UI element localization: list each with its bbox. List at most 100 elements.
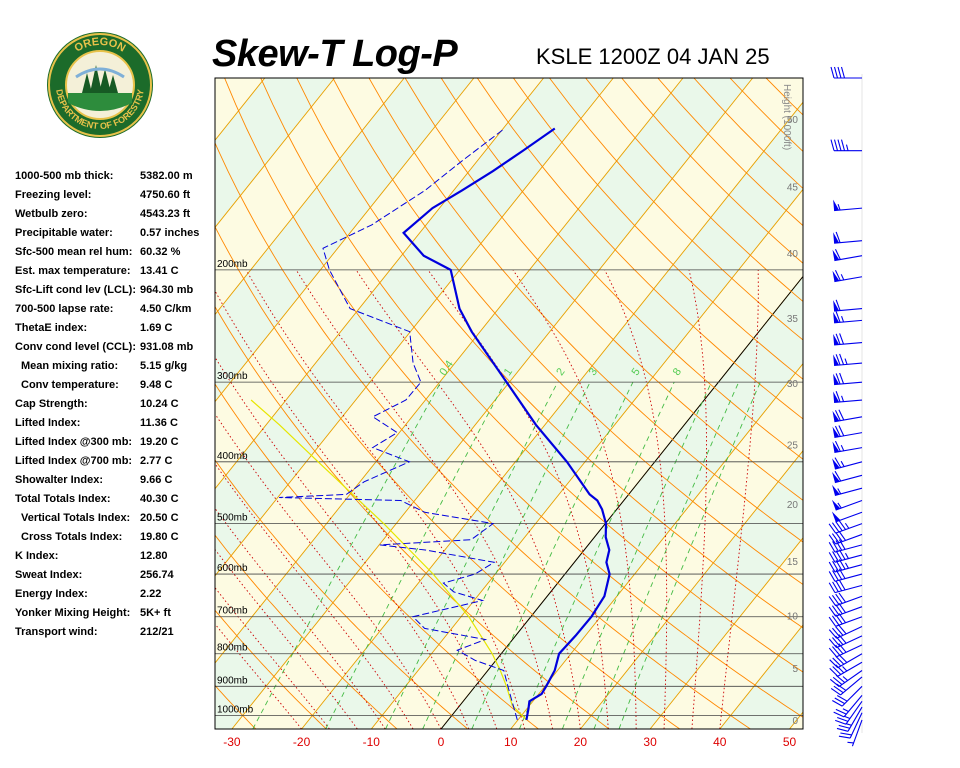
index-row: Wetbulb zero: 4543.23 ft	[15, 205, 215, 224]
index-label: Conv temperature:	[21, 379, 119, 391]
index-label: Energy Index:	[15, 588, 88, 600]
wind-barb-half-feather	[840, 274, 845, 281]
wind-barb-feather	[839, 333, 845, 345]
wind-barb-feather	[830, 687, 841, 696]
wind-barb-feather	[838, 549, 846, 560]
temperature-band	[215, 78, 753, 729]
isobar-label: 600mb	[217, 563, 248, 574]
dry-adiabat-line	[215, 225, 681, 729]
isotherm-line	[0, 78, 56, 729]
wind-barb-feather	[828, 647, 838, 658]
dry-adiabat-line	[215, 609, 327, 729]
wind-barb	[832, 270, 863, 283]
height-tick-label: 0	[792, 716, 798, 727]
moist-adiabat-line	[427, 269, 609, 729]
wind-barb-pennant	[833, 311, 840, 323]
wind-barb-feather	[840, 66, 846, 79]
wind-barb	[828, 634, 863, 649]
wind-barb-feather	[836, 727, 849, 732]
wind-barb	[832, 425, 863, 439]
height-tick-label: 5	[792, 664, 798, 675]
wind-barb-feather	[834, 440, 841, 452]
wind-barb-half-feather	[847, 741, 854, 744]
wind-barb-staff	[835, 511, 863, 523]
x-tick-label: 30	[643, 735, 657, 749]
stability-indices-panel: 1000-500 mb thick: 5382.00 m Freezing leve…	[15, 167, 215, 642]
wind-barb-pennant	[832, 471, 840, 483]
height-tick-label: 20	[787, 500, 799, 511]
mixing-ratio-line	[385, 381, 559, 729]
wind-barb-feather	[831, 615, 840, 626]
wind-barb-feather	[838, 519, 847, 530]
wind-barb-feather	[831, 605, 840, 616]
index-row: Sfc-500 mean rel hum: 60.32 %	[15, 243, 215, 262]
wind-barb	[832, 440, 863, 454]
wind-barb	[832, 457, 863, 470]
wind-barb	[831, 511, 863, 523]
mixing-ratio-label: 1	[502, 366, 515, 378]
x-tick-label: 10	[504, 735, 518, 749]
index-value: 212/21	[140, 626, 174, 638]
wind-barb-feather	[828, 596, 837, 607]
wind-barb-staff	[847, 706, 863, 732]
wind-barb-feather	[834, 425, 841, 437]
isobar-label: 500mb	[217, 513, 248, 524]
wind-barb-feather	[835, 635, 844, 646]
x-tick-label: 20	[574, 735, 588, 749]
wind-barb	[838, 712, 863, 739]
index-label: Yonker Mixing Height:	[15, 607, 131, 619]
wind-barb-feather	[838, 530, 847, 541]
isotherm-line	[859, 78, 960, 729]
wind-barb-staff	[840, 676, 863, 696]
wind-barb-feather	[830, 66, 835, 79]
mixing-ratio-label: 3	[587, 366, 600, 378]
dry-adiabat-line	[260, 78, 803, 673]
index-row: Cap Strength: 10.24 C	[15, 395, 215, 414]
isotherm-line	[0, 78, 195, 729]
index-row: Yonker Mixing Height: 5K+ ft	[15, 604, 215, 623]
isobar-label: 200mb	[217, 259, 248, 270]
dry-adiabat-line	[513, 78, 803, 380]
wind-barb	[830, 66, 862, 79]
wind-barb	[833, 372, 863, 386]
wind-barb	[829, 661, 863, 677]
wind-barb-feather	[831, 522, 840, 533]
moist-adiabat-line	[355, 269, 581, 729]
wind-barb-half-feather	[844, 358, 848, 365]
wind-barb-feather	[834, 457, 842, 468]
wind-barb-feather	[838, 634, 847, 644]
wind-barb-staff	[834, 584, 863, 594]
wind-barb	[828, 539, 863, 553]
wind-barb-feather	[838, 654, 848, 663]
index-row: Sweat Index: 256.74	[15, 566, 215, 585]
wind-barb-staff	[834, 341, 863, 346]
wind-barb-feather	[834, 470, 842, 482]
wind-barb-staff	[836, 635, 863, 649]
mixing-ratio-label: 8	[671, 366, 684, 378]
wind-barb-feather	[840, 139, 846, 151]
dewpoint-trace	[279, 128, 518, 721]
wind-barb-feather	[835, 333, 841, 345]
wind-barb-feather	[835, 708, 847, 715]
wind-barb-staff	[834, 240, 863, 244]
wind-barb-feather	[834, 410, 841, 421]
index-value: 931.08 mb	[140, 341, 194, 353]
plot-frame	[214, 77, 804, 730]
index-value: 19.20 C	[140, 436, 179, 448]
wind-barb-feather	[832, 646, 841, 656]
mixing-ratio-line	[618, 382, 761, 729]
index-label: Mean mixing ratio:	[21, 360, 119, 372]
wind-barb-staff	[834, 474, 863, 484]
wind-barb-feather	[837, 139, 842, 151]
wind-barb-staff	[835, 533, 863, 545]
wind-barb-feather	[828, 523, 837, 534]
wind-barb-feather	[831, 594, 840, 605]
wind-barb-feather	[838, 592, 847, 603]
chart-title: Skew-T Log-P	[212, 33, 458, 75]
wind-barb-feather	[834, 248, 841, 260]
dry-adiabat-line	[215, 305, 610, 729]
wind-barb	[832, 685, 863, 707]
wind-barb-staff	[834, 461, 863, 470]
wind-barb-feather	[832, 699, 843, 707]
